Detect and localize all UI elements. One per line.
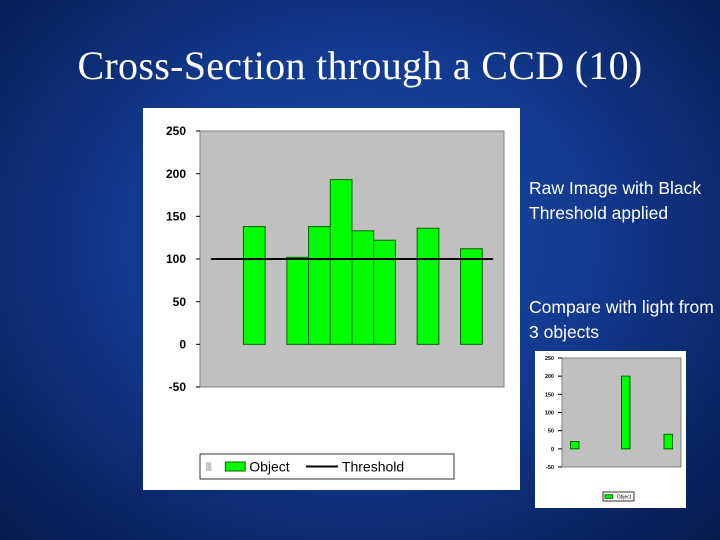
slide-title: Cross-Section through a CCD (10) — [77, 43, 643, 88]
legend-box — [602, 491, 635, 502]
legend-label-threshold: Threshold — [342, 458, 404, 474]
y-tick-label: 0 — [179, 338, 186, 352]
caption-raw-image: Raw Image with Black Threshold applied — [529, 178, 702, 223]
y-tick-label: 250 — [545, 356, 554, 362]
legend-swatch-object — [224, 461, 246, 472]
y-tick-label: 50 — [548, 429, 554, 435]
legend-label-object: Object — [249, 458, 290, 474]
bar-7 — [329, 179, 353, 345]
y-tick-label: -50 — [169, 380, 187, 394]
bar-13 — [663, 433, 673, 450]
caption-compare: Compare with light from 3 objects — [529, 297, 714, 342]
y-tick-label: 150 — [545, 392, 554, 398]
y-tick-label: -50 — [546, 465, 554, 471]
y-tick-label: 150 — [166, 210, 186, 224]
bar-8 — [351, 230, 375, 345]
y-tick-label: 200 — [545, 374, 554, 380]
y-tick-label: 200 — [166, 167, 186, 181]
inset-chart: 250 200 150 100 50 0 -50 Object — [535, 351, 686, 508]
bar-11 — [416, 227, 440, 345]
bar-3 — [242, 226, 266, 345]
bar-2 — [570, 441, 580, 450]
inset-chart-svg: 250 200 150 100 50 0 -50 Object — [545, 356, 682, 502]
legend-swatch-object — [604, 494, 614, 499]
bar-9 — [373, 239, 396, 345]
main-chart: 250 200 150 100 50 0 -50 Object Threshold — [143, 108, 520, 490]
legend-label-object: Object — [617, 494, 632, 500]
legend-swatch-blank — [206, 462, 212, 471]
y-tick-label: 250 — [166, 124, 186, 138]
bar-5 — [286, 256, 310, 345]
y-tick-label: 50 — [173, 295, 187, 309]
bar-13 — [460, 248, 483, 345]
bar-6 — [308, 226, 331, 345]
main-chart-svg: 250 200 150 100 50 0 -50 Object Threshold — [166, 124, 505, 480]
y-tick-label: 100 — [545, 410, 554, 416]
bar-8 — [621, 375, 631, 450]
y-tick-label: 0 — [551, 447, 554, 453]
y-tick-label: 100 — [166, 252, 186, 266]
